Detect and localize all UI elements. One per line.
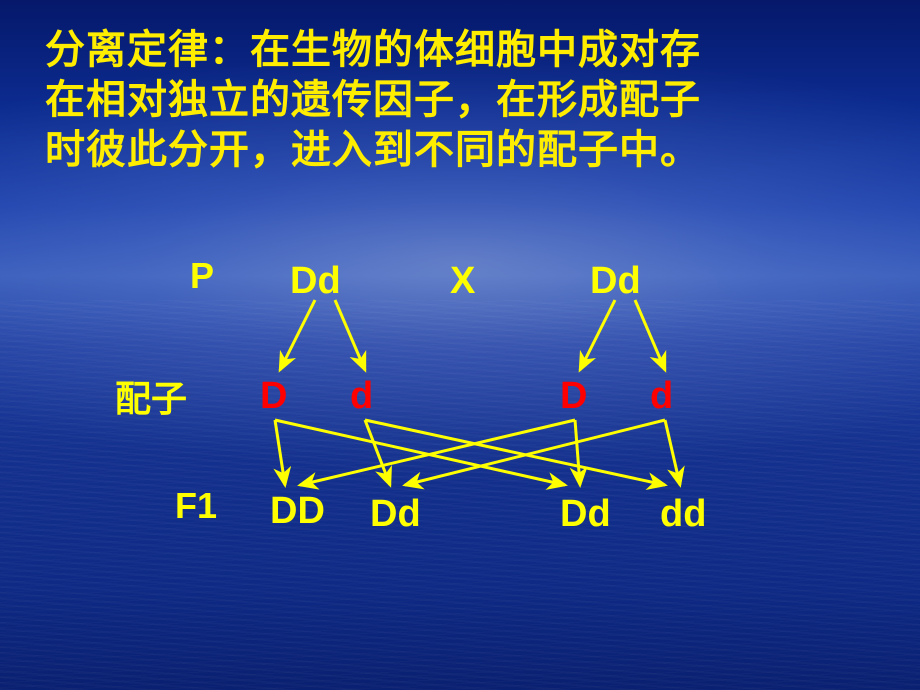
title-block: 分离定律：在生物的体细胞中成对存 在相对独立的遗传因子，在形成配子 时彼此分开，… <box>45 25 885 175</box>
arrow <box>580 300 615 370</box>
gamete-1: D <box>260 375 287 418</box>
gamete-2: d <box>350 375 373 418</box>
arrow <box>365 420 390 485</box>
title-line-1: 分离定律：在生物的体细胞中成对存 <box>45 25 885 75</box>
title-line-2: 在相对独立的遗传因子，在形成配子 <box>45 75 885 125</box>
arrow <box>275 420 565 485</box>
arrow <box>300 420 575 485</box>
title-line-3: 时彼此分开，进入到不同的配子中。 <box>45 125 885 175</box>
offspring-1: DD <box>270 490 325 533</box>
arrow <box>275 420 285 485</box>
arrow <box>405 420 665 485</box>
offspring-4: dd <box>660 493 706 536</box>
arrow <box>575 420 580 485</box>
cross-symbol: X <box>450 260 475 303</box>
label-P: P <box>190 255 214 297</box>
gamete-4: d <box>650 375 673 418</box>
arrow <box>665 420 680 485</box>
arrow <box>635 300 665 370</box>
arrow <box>335 300 365 370</box>
gamete-3: D <box>560 375 587 418</box>
arrow <box>365 420 665 485</box>
parent-left: Dd <box>290 260 341 303</box>
label-gamete: 配子 <box>115 370 187 422</box>
offspring-3: Dd <box>560 493 611 536</box>
slide-root: 分离定律：在生物的体细胞中成对存 在相对独立的遗传因子，在形成配子 时彼此分开，… <box>0 0 920 690</box>
background-waves <box>0 300 920 690</box>
arrow <box>280 300 315 370</box>
offspring-2: Dd <box>370 493 421 536</box>
label-F1: F1 <box>175 485 217 527</box>
parent-right: Dd <box>590 260 641 303</box>
